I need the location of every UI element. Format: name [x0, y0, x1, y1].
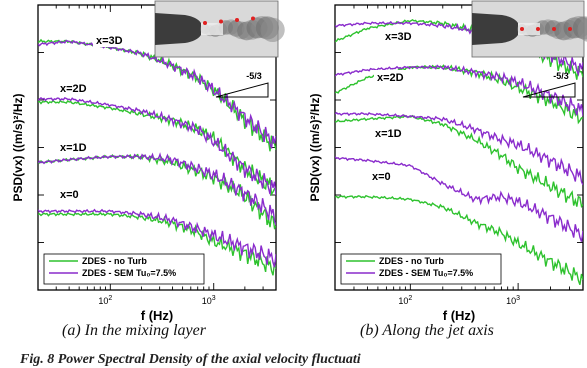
- potential-core: [518, 23, 540, 35]
- series-line-no-turb: [335, 194, 583, 286]
- series-label-bg: [382, 29, 415, 43]
- legend-item-sem: ZDES - SEM Tu₀=7.5%: [82, 268, 176, 278]
- legend-box: [43, 253, 205, 285]
- probe-point: [235, 18, 239, 22]
- turbulence-blob: [260, 17, 285, 42]
- chart-panel-b: 102 103 f (Hz) PSD(vx) ((m/s)²/Hz) x=3D x=2D x…: [308, 0, 587, 323]
- y-axis-label: PSD(vx) ((m/s)²/Hz): [308, 93, 322, 201]
- series-line-sem: [38, 208, 276, 268]
- series-line-no-turb: [335, 114, 583, 209]
- series-line-sem: [38, 97, 276, 196]
- figure-caption-partial: Fig. 8 Power Spectral Density of the axi…: [20, 352, 361, 367]
- slope-triangle: [215, 82, 269, 98]
- probe-point: [536, 27, 540, 31]
- series-line-sem: [38, 152, 276, 226]
- caption-b: (b) Along the jet axis: [360, 322, 494, 339]
- series-label-bg: [57, 81, 90, 95]
- series-line-sem: [335, 156, 583, 242]
- turbulence-blob: [577, 17, 587, 42]
- series-label: x=2D: [60, 83, 87, 95]
- x-tick-label: 102: [398, 295, 412, 306]
- nozzle-shape: [155, 13, 201, 45]
- slope-triangle: [522, 82, 576, 98]
- probe-point: [203, 21, 207, 25]
- x-axis-label: f (Hz): [141, 308, 174, 323]
- y-axis-label: PSD(vx) ((m/s)²/Hz): [11, 93, 25, 201]
- probe-point: [568, 27, 572, 31]
- potential-core: [201, 23, 223, 35]
- x-tick-label: 103: [506, 295, 520, 306]
- legend-box: [340, 253, 502, 285]
- series-label-bg: [57, 187, 83, 201]
- series-label: x=1D: [375, 128, 402, 140]
- series-label: x=0: [372, 171, 391, 183]
- legend-item-sem: ZDES - SEM Tu₀=7.5%: [379, 268, 473, 278]
- x-axis-label: f (Hz): [443, 308, 476, 323]
- series-line-sem: [38, 39, 276, 149]
- legend-item-no-turb: ZDES - no Turb: [379, 256, 444, 266]
- series-label-bg: [369, 169, 395, 183]
- jet-inset-image: [154, 0, 285, 58]
- series-line-sem: [335, 111, 583, 186]
- jet-inset-image: [471, 0, 587, 58]
- slope-label: -5/3: [246, 71, 262, 81]
- probe-point: [552, 27, 556, 31]
- series-label-bg: [93, 33, 126, 47]
- series-label-bg: [57, 140, 90, 154]
- x-tick-label: 102: [98, 295, 112, 306]
- chart-panel-a: 102 103 f (Hz) PSD(vx) ((m/s)²/Hz) x=3D x=2D x…: [11, 0, 285, 323]
- probe-point: [520, 27, 524, 31]
- probe-point: [251, 16, 255, 21]
- series-label: x=3D: [96, 35, 123, 47]
- series-label: x=2D: [377, 72, 404, 84]
- nozzle-shape: [472, 13, 518, 45]
- x-tick-label: 103: [202, 295, 216, 306]
- series-label-bg: [372, 126, 405, 140]
- probe-point: [219, 19, 223, 24]
- series-label: x=0: [60, 189, 79, 201]
- legend-item-no-turb: ZDES - no Turb: [82, 256, 147, 266]
- series-label: x=3D: [385, 31, 412, 43]
- series-label-bg: [374, 70, 407, 84]
- slope-label: -5/3: [553, 71, 569, 81]
- caption-a: (a) In the mixing layer: [62, 322, 206, 339]
- series-label: x=1D: [60, 142, 87, 154]
